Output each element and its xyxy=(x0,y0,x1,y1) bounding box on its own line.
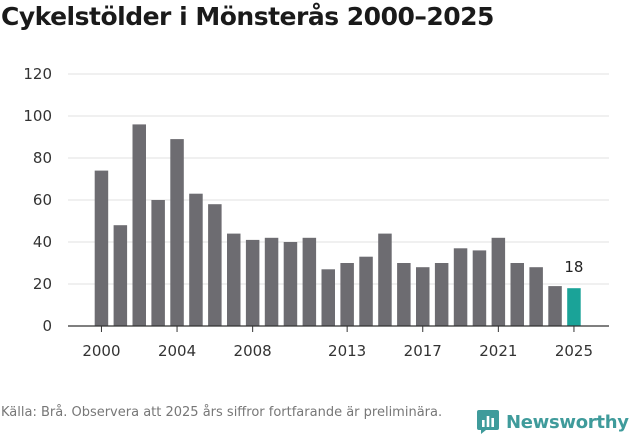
bar-2022 xyxy=(510,263,524,326)
x-tick-label-2000: 2000 xyxy=(82,342,120,360)
bar-2009 xyxy=(264,237,279,326)
data-label-2025: 18 xyxy=(564,258,583,276)
bar-2001 xyxy=(113,225,128,326)
bar-2015 xyxy=(378,233,392,326)
x-tick-label-2008: 2008 xyxy=(234,342,272,360)
y-tick-label-120: 120 xyxy=(23,65,52,83)
y-tick-label-100: 100 xyxy=(23,107,52,125)
bars xyxy=(94,124,581,327)
bar-2014 xyxy=(359,256,373,326)
x-tick-label-2025: 2025 xyxy=(555,342,593,360)
bar-2012 xyxy=(321,269,335,326)
bar-2025 xyxy=(567,288,581,326)
x-tick-label-2013: 2013 xyxy=(328,342,366,360)
y-tick-label-60: 60 xyxy=(33,191,52,209)
gridlines xyxy=(68,73,609,285)
bar-2018 xyxy=(434,263,449,326)
x-tick-label-2021: 2021 xyxy=(479,342,517,360)
bar-2010 xyxy=(283,242,298,326)
y-tick-label-80: 80 xyxy=(33,149,52,167)
bar-2005 xyxy=(189,193,203,326)
bar-2023 xyxy=(529,267,543,326)
x-tick-label-2017: 2017 xyxy=(404,342,442,360)
chart-title: Cykelstölder i Mönsterås 2000–2025 xyxy=(1,2,494,31)
y-axis-ticks: 0 20 40 60 80 100 120 xyxy=(23,65,52,335)
bar-2016 xyxy=(397,263,411,326)
bar-2021 xyxy=(491,237,506,326)
bar-2011 xyxy=(302,237,317,326)
y-tick-label-20: 20 xyxy=(33,275,52,293)
y-tick-label-40: 40 xyxy=(33,233,52,251)
x-tick-label-2004: 2004 xyxy=(158,342,196,360)
brand-name: Newsworthy xyxy=(506,411,629,433)
bar-2008 xyxy=(245,239,260,326)
bar-2006 xyxy=(208,204,222,326)
brand-logo: Newsworthy xyxy=(476,409,629,435)
bar-2000 xyxy=(94,170,109,326)
bar-2020 xyxy=(472,250,487,326)
newsworthy-logo-icon xyxy=(477,410,499,434)
bar-2002 xyxy=(132,124,146,327)
bar-2007 xyxy=(227,233,241,326)
bar-2019 xyxy=(453,248,468,326)
bar-2004 xyxy=(170,139,184,326)
bar-2017 xyxy=(416,267,430,326)
bar-2024 xyxy=(548,286,562,326)
y-tick-label-0: 0 xyxy=(42,317,52,335)
bar-2003 xyxy=(151,200,165,326)
bar-2013 xyxy=(340,263,354,326)
x-axis-ticks: 2000 2004 2008 2013 2017 2021 2025 xyxy=(82,326,593,360)
source-note: Källa: Brå. Observera att 2025 års siffr… xyxy=(1,405,443,420)
